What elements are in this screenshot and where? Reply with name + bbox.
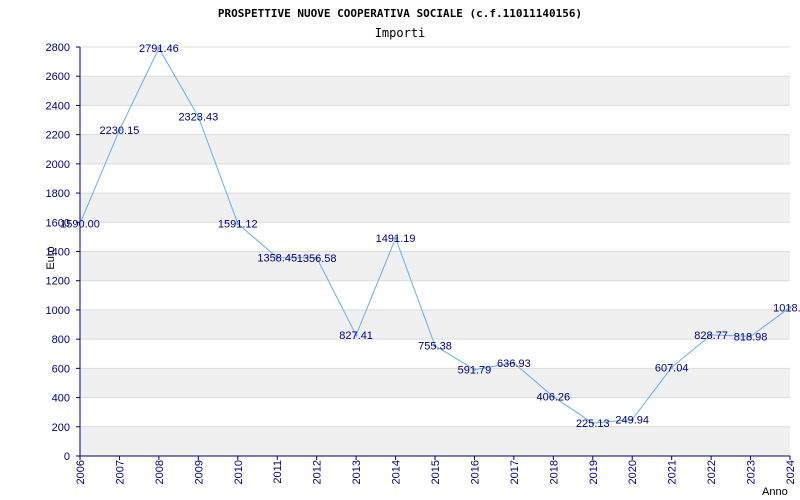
x-tick-label: 2011 (272, 460, 284, 484)
data-point (275, 256, 279, 260)
data-label: 1590.00 (60, 219, 100, 231)
x-tick-label: 2013 (351, 460, 363, 484)
data-point (78, 222, 82, 226)
data-label: 1591.12 (218, 219, 258, 231)
data-point (315, 256, 319, 260)
x-tick-label: 2016 (469, 460, 481, 484)
y-tick-label: 2400 (46, 100, 70, 112)
y-tick-label: 1400 (46, 247, 70, 259)
data-label: 607.04 (655, 362, 689, 374)
y-axis-ticks: 0 200 400 600 800 1000 1200 1400 1600 1800 2000 220… (46, 42, 81, 463)
grid-band (80, 251, 790, 281)
data-label: 1356.58 (297, 253, 337, 265)
data-point (749, 334, 753, 338)
grid-band (80, 368, 790, 398)
y-tick-label: 2200 (46, 130, 70, 142)
grid-band (80, 76, 790, 106)
data-label: 818.98 (734, 331, 768, 343)
x-tick-label: 2007 (114, 460, 126, 484)
x-tick-label: 2018 (548, 460, 560, 484)
data-label: 406.26 (537, 392, 571, 404)
x-tick-label: 2024 (785, 460, 797, 484)
grid-band (80, 193, 790, 223)
x-tick-label: 2017 (509, 460, 521, 484)
chart-title: PROSPETTIVE NUOVE COOPERATIVA SOCIALE (c… (218, 7, 582, 20)
y-tick-label: 1200 (46, 276, 70, 288)
data-point (512, 361, 516, 365)
data-label: 827.41 (339, 330, 373, 342)
data-point (117, 128, 121, 132)
data-point (433, 344, 437, 348)
data-labels: 1590.00 2230.15 2791.46 2323.43 1591.12 1358.… (60, 43, 800, 430)
data-label: 755.38 (418, 341, 452, 353)
y-tick-label: 400 (52, 393, 70, 405)
grid-bands (80, 76, 790, 456)
y-tick-label: 2600 (46, 71, 70, 83)
x-tick-label: 2022 (706, 460, 718, 484)
y-axis-title: Euro (45, 246, 57, 269)
data-point (551, 395, 555, 399)
data-label: 1358.45 (257, 253, 297, 265)
x-axis-title: Anno (762, 486, 788, 498)
data-point (670, 365, 674, 369)
data-point (236, 222, 240, 226)
data-label: 1491.19 (376, 233, 416, 245)
x-tick-label: 2008 (154, 460, 166, 484)
data-point (591, 421, 595, 425)
grid-band (80, 426, 790, 456)
grid-band (80, 134, 790, 164)
data-point (354, 333, 358, 337)
x-tick-label: 2019 (588, 460, 600, 484)
x-tick-label: 2009 (193, 460, 205, 484)
x-tick-label: 2010 (233, 460, 245, 484)
y-tick-label: 2000 (46, 159, 70, 171)
data-point (157, 46, 161, 50)
x-tick-label: 2012 (312, 460, 324, 484)
data-label: 2791.46 (139, 43, 179, 55)
series-line (78, 46, 792, 425)
x-tick-label: 2015 (430, 460, 442, 484)
x-axis-ticks: 2006 2007 2008 2009 2010 2011 2012 2013 2014 2015… (75, 455, 797, 484)
data-point (472, 368, 476, 372)
y-tick-label: 1600 (46, 217, 70, 229)
data-label: 249.94 (615, 414, 649, 426)
grid-lines (80, 46, 790, 457)
chart-subtitle: Importi (375, 26, 426, 40)
data-point (788, 305, 792, 309)
grid-band (80, 309, 790, 340)
data-label: 1018.1 (773, 302, 800, 314)
data-label: 2230.15 (100, 125, 140, 137)
y-tick-label: 0 (64, 451, 70, 463)
data-label: 591.79 (458, 365, 492, 377)
data-label: 225.13 (576, 418, 610, 430)
x-tick-label: 2014 (391, 460, 403, 484)
data-point (709, 333, 713, 337)
y-tick-label: 200 (52, 422, 70, 434)
x-tick-label: 2006 (75, 460, 87, 484)
y-tick-label: 1000 (46, 305, 70, 317)
y-tick-label: 600 (52, 363, 70, 375)
data-label: 828.77 (694, 330, 728, 342)
x-tick-label: 2023 (746, 460, 758, 484)
data-label: 636.93 (497, 358, 531, 370)
y-tick-label: 800 (52, 334, 70, 346)
x-tick-label: 2020 (627, 460, 639, 484)
y-tick-label: 2800 (46, 42, 70, 54)
data-point (196, 115, 200, 119)
data-point (394, 236, 398, 240)
data-label: 2323.43 (178, 112, 218, 124)
y-tick-label: 1800 (46, 188, 70, 200)
data-point (630, 417, 634, 421)
x-tick-label: 2021 (667, 460, 679, 484)
